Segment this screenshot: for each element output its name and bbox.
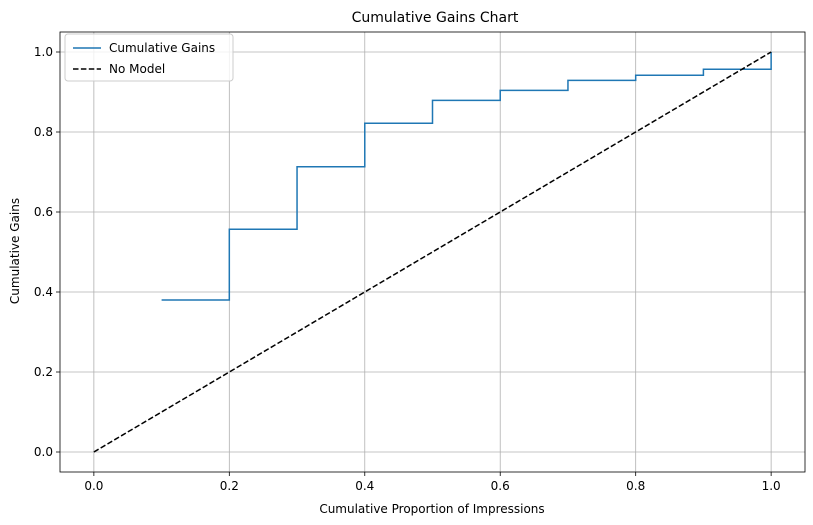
x-axis-label: Cumulative Proportion of Impressions bbox=[319, 502, 544, 516]
y-tick-label: 0.4 bbox=[34, 285, 53, 299]
y-tick-label: 0.2 bbox=[34, 365, 53, 379]
legend-box bbox=[64, 33, 234, 82]
plot-frame bbox=[59, 31, 806, 473]
y-axis-label: Cumulative Gains bbox=[8, 198, 22, 304]
y-tick-label: 0.6 bbox=[34, 205, 53, 219]
chart-title: Cumulative Gains Chart bbox=[352, 10, 519, 26]
legend: Cumulative Gains No Model bbox=[64, 33, 234, 82]
x-tick-label: 0.0 bbox=[84, 479, 103, 493]
axis-ticks: 0.0 0.2 0.4 0.6 0.8 1.0 0.0 0.2 0.4 0.6 0.8 1.0 bbox=[34, 45, 781, 493]
x-tick-label: 0.8 bbox=[626, 479, 645, 493]
x-tick-label: 0.4 bbox=[355, 479, 374, 493]
legend-label-cumulative-gains: Cumulative Gains bbox=[109, 41, 215, 55]
x-tick-label: 0.6 bbox=[491, 479, 510, 493]
y-tick-label: 0.8 bbox=[34, 125, 53, 139]
y-tick-label: 1.0 bbox=[34, 45, 53, 59]
y-tick-label: 0.0 bbox=[34, 445, 53, 459]
x-tick-label: 0.2 bbox=[220, 479, 239, 493]
x-tick-label: 1.0 bbox=[762, 479, 781, 493]
plot-series bbox=[93, 51, 772, 453]
series-line-cumulative-gains bbox=[161, 52, 772, 301]
series-line-no-model bbox=[93, 51, 772, 453]
legend-label-no-model: No Model bbox=[109, 62, 165, 76]
